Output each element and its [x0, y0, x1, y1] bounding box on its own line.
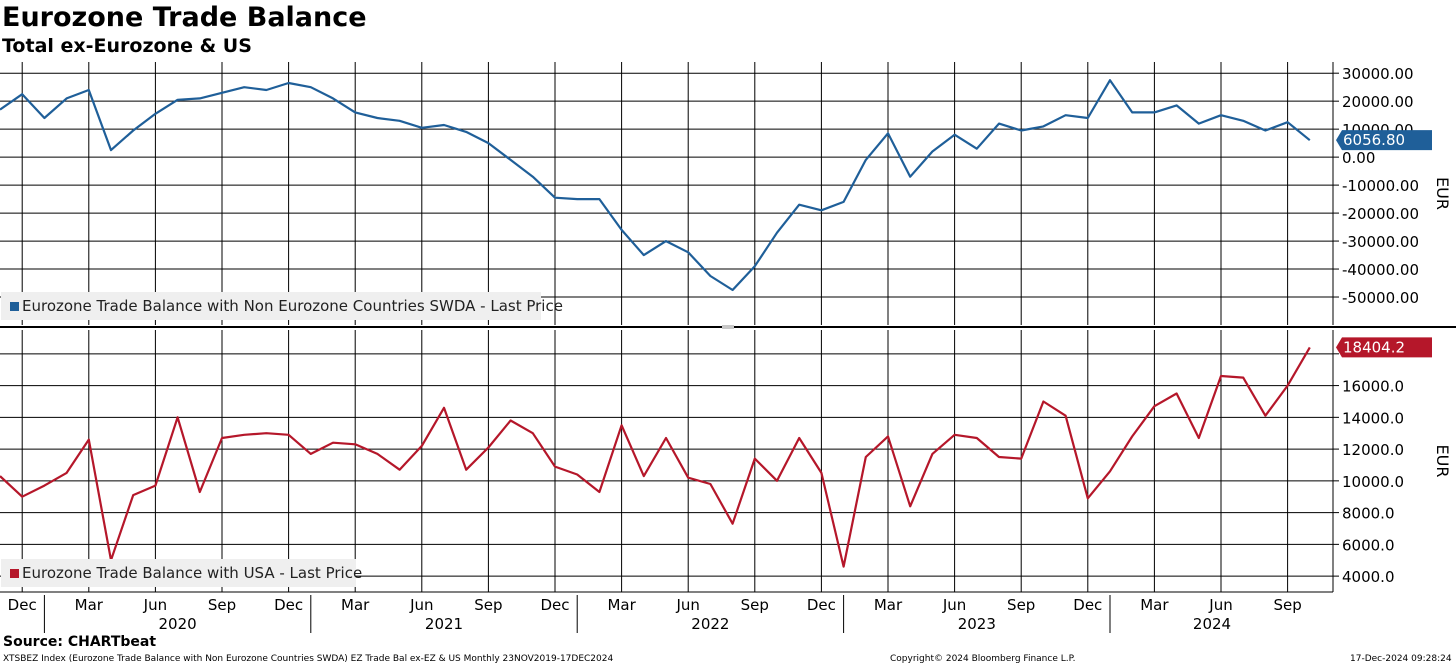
bottom-ytick-label: 14000.0 — [1342, 409, 1404, 427]
top-legend-box — [1, 292, 541, 320]
x-month-label: Jun — [1208, 596, 1232, 614]
top-ytick-label: 0.00 — [1342, 149, 1375, 167]
top-ytick-label: 20000.00 — [1342, 93, 1414, 111]
x-month-label: Dec — [540, 596, 569, 614]
x-month-label: Mar — [341, 596, 370, 614]
bottom-last-value-label: 18404.2 — [1343, 338, 1405, 356]
bottom-legend-swatch — [10, 569, 19, 578]
panel-resize-handle — [722, 325, 734, 329]
bottom-legend-label: Eurozone Trade Balance with USA - Last P… — [22, 564, 362, 582]
top-ytick-label: -10000.00 — [1342, 177, 1419, 195]
timestamp-footnote: 17-Dec-2024 09:28:24 — [1350, 654, 1452, 664]
x-month-label: Dec — [274, 596, 303, 614]
x-month-label: Mar — [1140, 596, 1169, 614]
x-month-label: Dec — [8, 596, 37, 614]
x-month-label: Dec — [1073, 596, 1102, 614]
x-month-label: Mar — [607, 596, 636, 614]
bottom-legend-box — [1, 559, 356, 587]
x-year-label: 2020 — [159, 615, 197, 633]
x-month-label: Jun — [143, 596, 167, 614]
top-last-value-callout — [1336, 130, 1432, 151]
bottom-ytick-label: 12000.0 — [1342, 441, 1404, 459]
chart-subtitle: Total ex-Eurozone & US — [2, 35, 252, 57]
bottom-ytick-label: 4000.0 — [1342, 568, 1395, 586]
chart-title: Eurozone Trade Balance — [2, 2, 367, 33]
copyright-footnote: Copyright© 2024 Bloomberg Finance L.P. — [890, 654, 1076, 664]
bottom-last-value-callout — [1336, 337, 1432, 358]
x-month-label: Sep — [1273, 596, 1301, 614]
top-ytick-label: 30000.00 — [1342, 65, 1414, 83]
x-month-label: Sep — [474, 596, 502, 614]
x-month-label: Dec — [807, 596, 836, 614]
top-ytick-label: -20000.00 — [1342, 205, 1419, 223]
x-year-label: 2023 — [958, 615, 996, 633]
ticker-footnote: XTSBEZ Index (Eurozone Trade Balance wit… — [3, 654, 614, 664]
bottom-unit-label: EUR — [1433, 445, 1452, 478]
top-series-line — [0, 79, 1311, 292]
x-month-label: Mar — [874, 596, 903, 614]
top-legend-swatch — [10, 302, 19, 311]
x-month-label: Jun — [409, 596, 433, 614]
x-month-label: Sep — [208, 596, 236, 614]
source-label: Source: CHARTbeat — [3, 634, 157, 650]
x-month-label: Mar — [75, 596, 104, 614]
bottom-ytick-label: 10000.0 — [1342, 473, 1404, 491]
top-last-value-label: 6056.80 — [1343, 131, 1405, 149]
bottom-ytick-label: 6000.0 — [1342, 536, 1395, 554]
x-month-label: Sep — [1007, 596, 1035, 614]
x-month-label: Jun — [675, 596, 699, 614]
bottom-series-line — [0, 346, 1311, 568]
x-month-label: Jun — [942, 596, 966, 614]
x-month-label: Sep — [741, 596, 769, 614]
top-ytick-label: -50000.00 — [1342, 289, 1419, 307]
top-unit-label: EUR — [1433, 177, 1452, 210]
x-year-label: 2021 — [425, 615, 463, 633]
x-year-label: 2022 — [691, 615, 729, 633]
top-ytick-label: -40000.00 — [1342, 261, 1419, 279]
top-ytick-label: -30000.00 — [1342, 233, 1419, 251]
bottom-ytick-label: 16000.0 — [1342, 378, 1404, 396]
x-year-label: 2024 — [1193, 615, 1231, 633]
bottom-ytick-label: 8000.0 — [1342, 505, 1395, 523]
top-legend-label: Eurozone Trade Balance with Non Eurozone… — [22, 297, 563, 315]
